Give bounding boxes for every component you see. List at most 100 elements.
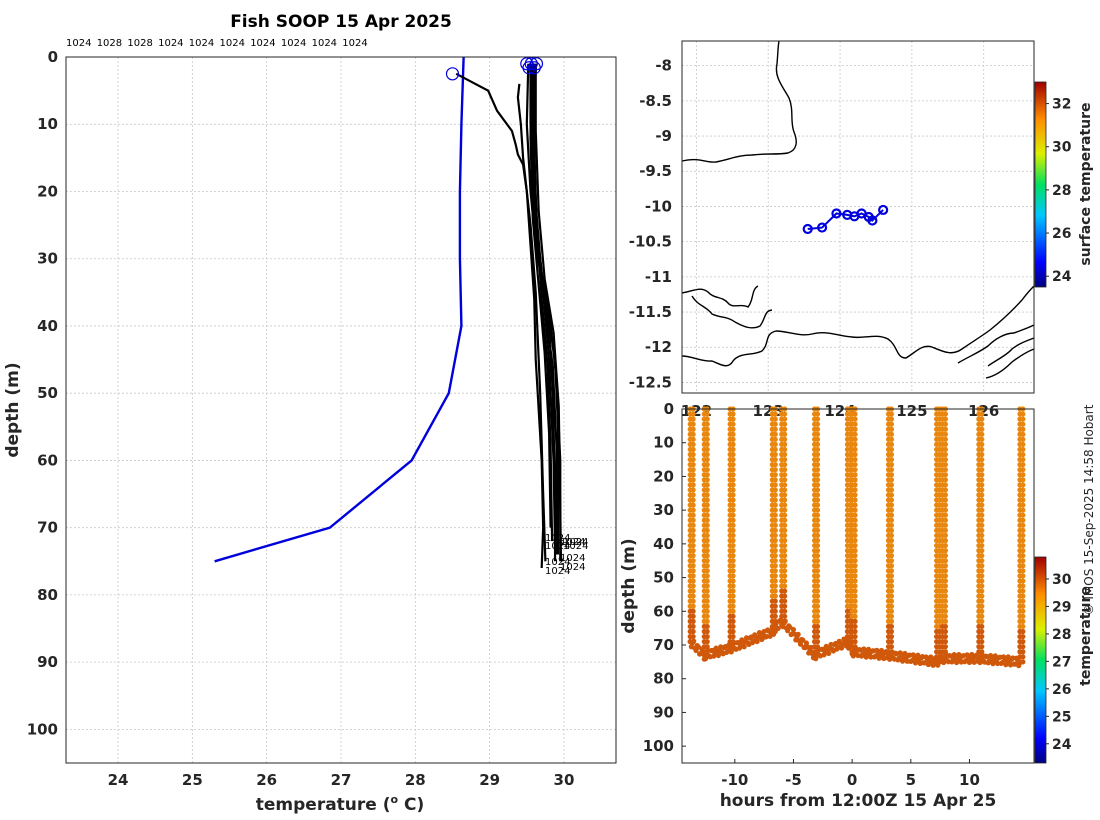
temperature-dot: [888, 446, 895, 453]
temperature-dot: [772, 446, 778, 453]
x-tick-label: 26: [256, 771, 277, 789]
temperature-dot: [1020, 578, 1026, 584]
temperature-dot: [979, 502, 985, 508]
pressure-label: 1024: [312, 38, 337, 49]
temperature-dot: [814, 618, 821, 625]
temperature-dot: [782, 451, 788, 458]
temperature-dot: [730, 497, 736, 503]
temperature-dot: [888, 608, 895, 614]
map-grid: [682, 41, 1034, 393]
temperature-dot: [772, 608, 778, 614]
temperature-dot: [690, 451, 696, 458]
temperature-dot: [730, 639, 736, 645]
temperature-dot: [888, 451, 895, 458]
temperature-dot: [702, 656, 709, 662]
temperature-dot: [782, 482, 788, 488]
temperature-dot: [690, 578, 696, 584]
temperature-dot: [1020, 548, 1026, 554]
colorbar-tick-label: 28: [1052, 627, 1071, 643]
temperature-dot: [852, 558, 858, 564]
pressure-label: 1024: [563, 541, 588, 552]
temperature-dot: [942, 553, 949, 559]
temperature-dot: [814, 441, 821, 447]
temperature-dot: [1020, 522, 1026, 528]
temperature-profile: [529, 63, 552, 528]
temperature-dot: [782, 558, 788, 564]
temperature-dot: [852, 563, 858, 569]
temperature-dot: [730, 512, 736, 518]
temperature-dot: [814, 568, 821, 574]
temperature-dot: [979, 436, 985, 442]
temperature-dot: [704, 492, 710, 498]
y-tick-label: 70: [37, 519, 58, 537]
temperature-dot: [888, 598, 895, 604]
temperature-dot: [942, 517, 949, 523]
temperature-dot: [782, 598, 788, 604]
temperature-dot: [782, 573, 788, 579]
temperature-dot: [690, 421, 696, 427]
temperature-dot: [690, 628, 696, 635]
temperature-dot: [1020, 456, 1026, 463]
temperature-dot: [888, 421, 895, 427]
temperature-dot: [888, 472, 895, 478]
temperature-dot: [782, 527, 788, 533]
temperature-dot: [814, 421, 821, 427]
temperature-dot: [888, 588, 895, 594]
timeseries-ylabel: depth (m): [619, 538, 639, 633]
temperature-dot: [782, 462, 788, 468]
temperature-dot: [942, 593, 949, 599]
temperature-dot: [730, 558, 736, 564]
temperature-dot: [888, 633, 895, 640]
temperature-dot: [730, 421, 736, 427]
temperature-dot: [852, 467, 858, 473]
temperature-dot: [772, 416, 778, 422]
temperature-dot: [979, 548, 985, 554]
y-tick-label: 20: [37, 182, 58, 200]
temperature-dot: [852, 598, 858, 604]
temperature-dot: [704, 497, 710, 503]
temperature-dot: [782, 421, 788, 427]
temperature-dot: [852, 628, 858, 635]
temperature-dot: [782, 502, 788, 508]
temperature-dot: [942, 649, 949, 655]
colorbar-tick-label: 30: [1052, 572, 1072, 588]
temperature-dot: [782, 563, 788, 569]
temperature-dot: [704, 441, 710, 447]
temperature-dot: [704, 456, 710, 463]
temperature-dot: [782, 426, 788, 432]
temperature-dot: [782, 618, 788, 625]
temperature-dot: [814, 456, 821, 463]
temperature-dot: [1020, 462, 1026, 468]
temperature-dot: [979, 558, 985, 564]
ts-y-tick-label: 50: [653, 569, 674, 587]
temperature-dot: [772, 441, 778, 447]
temperature-dot: [979, 416, 985, 422]
temperature-dot: [888, 527, 895, 533]
temperature-dot: [888, 426, 895, 432]
map-lat-label: -12: [645, 338, 672, 356]
temperature-dot: [979, 431, 985, 437]
temperature-dot: [814, 598, 821, 604]
ts-x-tick-label: 0: [847, 771, 857, 789]
temperature-dot: [730, 548, 736, 554]
temperature-dot: [979, 654, 985, 660]
temperature-dot: [979, 633, 985, 640]
profile-lines: [214, 56, 563, 569]
temperature-dot: [730, 522, 736, 528]
temperature-dot: [813, 656, 819, 662]
temperature-dot: [979, 472, 985, 478]
temperature-dot: [772, 618, 778, 625]
temperature-dot: [704, 421, 710, 427]
map-lat-label: -11.5: [629, 303, 672, 321]
temperature-dot: [942, 548, 949, 554]
temperature-dot: [690, 608, 696, 614]
temperature-dot: [814, 507, 821, 513]
temperature-dot: [704, 613, 710, 619]
temperature-dot: [704, 532, 710, 539]
temperature-dot: [772, 477, 778, 483]
temperature-dot: [1020, 446, 1026, 453]
temperature-dot: [979, 477, 985, 483]
temperature-dot: [772, 598, 778, 604]
colorbar-label-temperature: temperature: [1078, 586, 1094, 686]
